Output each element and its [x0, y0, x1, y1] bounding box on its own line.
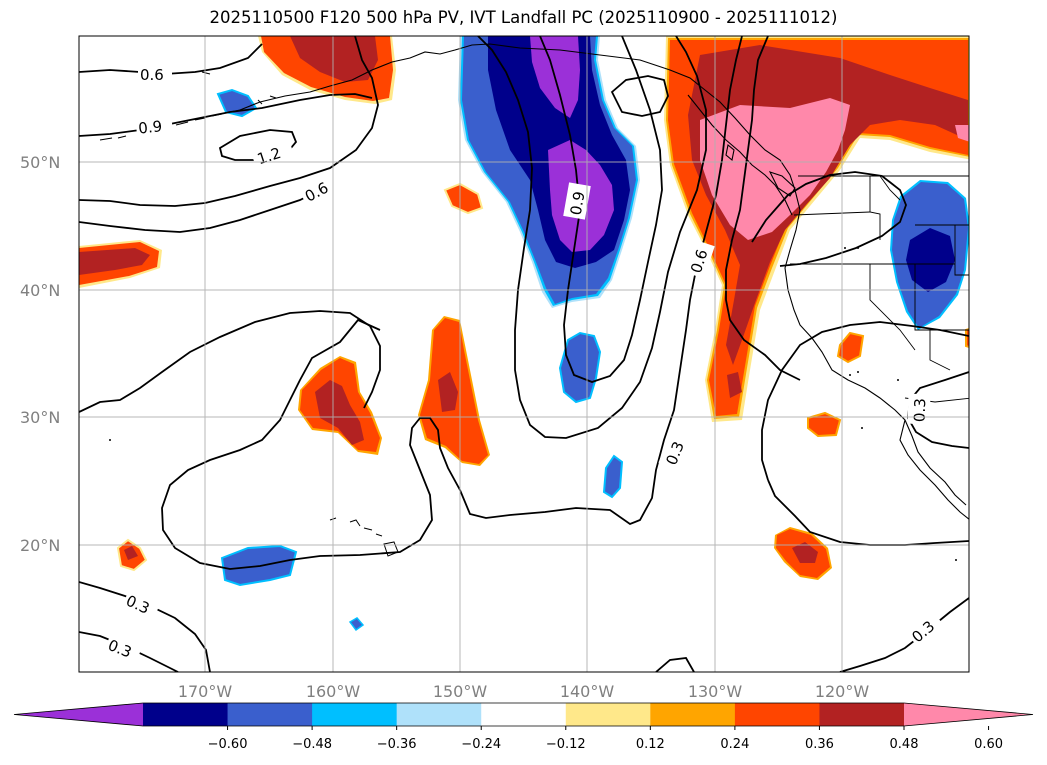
colorbar-segment	[819, 703, 905, 726]
az-border	[929, 330, 951, 371]
id-border	[869, 176, 881, 240]
patch-east-edge-35n	[965, 327, 969, 349]
contour-06-west-lower	[79, 189, 321, 233]
contour-closed-north	[610, 75, 669, 117]
colorbar-tick-label: −0.12	[546, 737, 586, 752]
lon-label-140w: 140°W	[560, 682, 615, 701]
us-west-coast	[784, 209, 967, 506]
lat-label-50n: 50°N	[20, 153, 60, 172]
contour-labels: 0.6 0.9 1.2 0.6 0.9 0.6 0.3 0.3 0.3 0.3 …	[103, 62, 946, 666]
contour-09-inner-trough	[539, 36, 663, 383]
lat-label-40n: 40°N	[20, 281, 60, 300]
contour-09-main-trough	[477, 36, 707, 439]
colorbar-segment	[565, 703, 651, 726]
patch-123w-30n	[807, 411, 842, 438]
aleutian-field-dark-red	[290, 36, 378, 82]
contour-03-southeast	[655, 657, 695, 672]
contour-label-5: 0.9	[567, 190, 589, 217]
contour-03-southeast-low	[839, 597, 969, 672]
negative-anomaly-fields	[216, 36, 969, 632]
colorbar-segment	[481, 703, 567, 726]
colorbar-tick-label: −0.36	[377, 737, 417, 752]
ridge-field-pink-east	[955, 125, 969, 142]
colorbar-tick-label: 0.48	[890, 737, 919, 752]
lon-label-170w: 170°W	[178, 682, 233, 701]
contour-lines	[79, 36, 969, 672]
alaska-coast	[239, 43, 801, 211]
contour-03-east	[767, 479, 969, 546]
contour-label-1: 0.6	[140, 66, 164, 84]
longitude-axis: 170°W 160°W 150°W 140°W 130°W 120°W	[178, 682, 870, 701]
colorbar-tick-label: −0.48	[292, 737, 332, 752]
contour-06-ridge	[161, 36, 743, 570]
contour-east-ridge	[725, 36, 801, 381]
contour-03-central	[79, 310, 381, 413]
map-frame	[78, 35, 970, 673]
colorbar-segment	[143, 703, 229, 726]
ut-co-border	[954, 225, 969, 276]
colorbar-extend-min	[14, 703, 143, 726]
lon-label-130w: 130°W	[688, 682, 743, 701]
colorbar-outline	[13, 702, 1034, 727]
great-basin-field-navy	[906, 228, 955, 292]
colorbar-tick-label: 0.12	[636, 737, 665, 752]
map-panel: 0.6 0.9 1.2 0.6 0.9 0.6 0.3 0.3 0.3 0.3 …	[79, 36, 969, 672]
colorbar: −0.60 −0.48 −0.36 −0.24 −0.12 0.12 0.24 0.36 0.4…	[13, 702, 1034, 752]
colorbar-tick-label: 0.60	[974, 737, 1003, 752]
colorbar-segment	[734, 703, 820, 726]
contour-06-west-trough	[79, 36, 379, 207]
lon-label-120w: 120°W	[815, 682, 870, 701]
mt-border	[879, 175, 901, 201]
patch-150w-32n-dark-red	[438, 372, 458, 412]
contour-06-northwest	[79, 43, 263, 75]
contour-03-east-upper	[761, 321, 969, 481]
blue-patch-25n	[602, 454, 624, 499]
patch-coast-34n	[836, 331, 865, 364]
lat-label-30n: 30°N	[20, 408, 60, 427]
nv-ut-border	[914, 264, 969, 331]
lon-label-160w: 160°W	[306, 682, 361, 701]
positive-anomaly-fields	[79, 36, 969, 580]
patch-160w-32n-dark-red	[315, 380, 364, 445]
colorbar-extend-max	[904, 703, 1033, 726]
west-edge-field-dark-red	[79, 248, 150, 275]
haida-gwaii	[725, 143, 735, 162]
colorbar-segment	[650, 703, 736, 726]
patch-125w-19n-dark-red	[792, 542, 818, 563]
lon-label-150w: 150°W	[433, 682, 488, 701]
colorbar-segment	[312, 703, 398, 726]
colorbar-tick-label: −0.60	[208, 737, 248, 752]
small-islands	[109, 247, 957, 561]
contour-label-2: 0.9	[137, 117, 163, 137]
blue-patch-158w-13n	[348, 617, 365, 632]
colorbar-segment	[396, 703, 482, 726]
contour-label-8: 0.3	[911, 398, 930, 422]
ridge-inner-dark-red	[727, 372, 742, 398]
gridlines	[79, 36, 969, 672]
ca-nv-border	[869, 264, 916, 351]
colorbar-tick-label: 0.36	[805, 737, 834, 752]
colorbar-segment	[227, 703, 313, 726]
patch-175w-20n-dark-red	[124, 546, 138, 560]
baja-coast	[899, 419, 969, 520]
contour-09-northwest	[79, 93, 373, 137]
contour-03-southwest-upper	[79, 581, 211, 672]
colorbar-tick-label: 0.24	[720, 737, 749, 752]
colorbar-tick-label: −0.24	[461, 737, 501, 752]
chart-title: 2025110500 F120 500 hPa PV, IVT Landfall…	[209, 8, 838, 27]
latitude-axis: 50°N 40°N 30°N 20°N	[20, 153, 60, 555]
lat-label-20n: 20°N	[20, 536, 60, 555]
wa-or-border	[793, 211, 871, 216]
ridge-field-pink-core	[700, 98, 850, 240]
contour-ridge-cap	[751, 171, 907, 267]
